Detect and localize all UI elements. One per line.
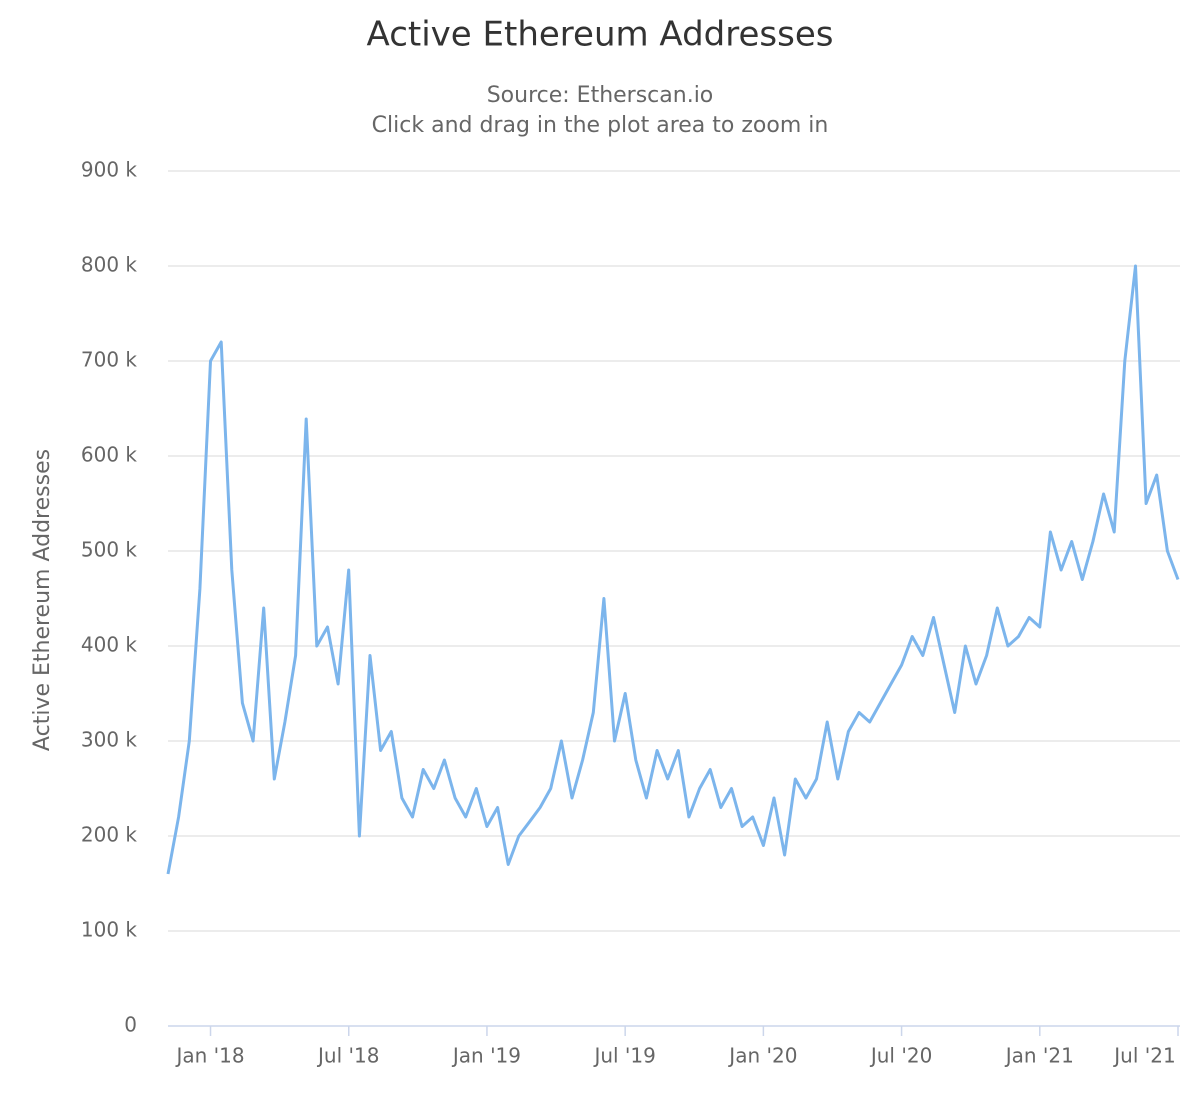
y-axis-title: Active Ethereum Addresses (30, 449, 55, 751)
x-tick-label: Jul '20 (869, 1044, 932, 1068)
x-tick-label: Jan '21 (1004, 1044, 1074, 1068)
chart-title: Active Ethereum Addresses (367, 15, 834, 55)
data-line (166, 264, 1180, 875)
x-tick-label: Jan '20 (727, 1044, 797, 1068)
x-tick-label: Jul '19 (592, 1044, 655, 1068)
x-tick-label: Jul '18 (316, 1044, 379, 1068)
y-tick-label: 0 (124, 1013, 137, 1037)
y-tick-label: 700 k (81, 348, 138, 372)
y-tick-label: 400 k (81, 633, 138, 657)
y-tick-label: 200 k (81, 823, 138, 847)
y-tick-label: 100 k (81, 918, 138, 942)
y-tick-label: 300 k (81, 728, 138, 752)
y-tick-label: 500 k (81, 538, 138, 562)
x-tick-label: Jan '19 (451, 1044, 521, 1068)
x-tick-label: Jan '18 (174, 1044, 244, 1068)
y-tick-label: 800 k (81, 253, 138, 277)
chart-subtitle: Source: Etherscan.io (487, 83, 714, 108)
y-tick-label: 900 k (81, 158, 138, 182)
x-tick-label: Jul '21 (1112, 1044, 1175, 1068)
y-tick-label: 600 k (81, 443, 138, 467)
chart-subtitle: Click and drag in the plot area to zoom … (372, 113, 829, 138)
